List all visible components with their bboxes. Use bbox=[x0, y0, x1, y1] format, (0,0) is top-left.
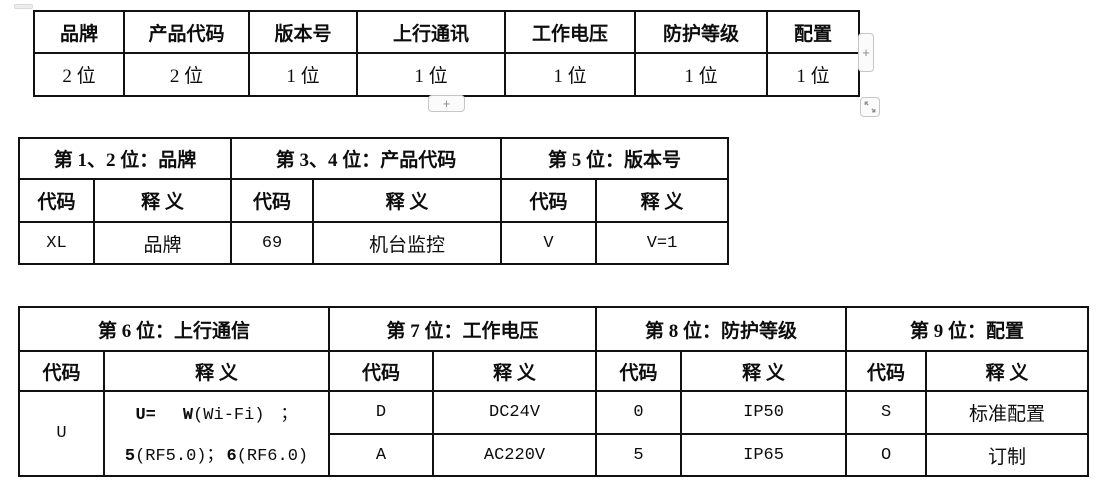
meaning-header-cell[interactable]: 释 义 bbox=[312, 178, 503, 223]
meaning-value-cell[interactable]: IP50 bbox=[680, 390, 848, 435]
meaning-value-cell[interactable]: DC24V bbox=[432, 390, 598, 435]
meaning-header-cell[interactable]: 释 义 bbox=[595, 178, 730, 223]
code-value-cell[interactable]: O bbox=[845, 433, 928, 477]
group-title-cell[interactable]: 第 9 位：配置 bbox=[845, 306, 1090, 352]
meaning-header-cell[interactable]: 释 义 bbox=[680, 350, 848, 392]
uplink-token: (Wi-Fi) bbox=[193, 405, 265, 425]
group-title-cell[interactable]: 第 6 位：上行通信 bbox=[17, 306, 331, 352]
uplink-meaning-line2: 5(RF5.0)； 6(RF6.0) bbox=[106, 434, 327, 475]
structure-value-cell[interactable]: 1 位 bbox=[504, 52, 636, 97]
group-title-cell[interactable]: 第 3、4 位：产品代码 bbox=[230, 137, 503, 180]
structure-header-cell[interactable]: 品牌 bbox=[33, 10, 125, 54]
code-value-cell[interactable]: V bbox=[500, 221, 598, 265]
positions-6-9-table: 第 6 位：上行通信 第 7 位：工作电压 第 8 位：防护等级 第 9 位：配… bbox=[17, 306, 1090, 477]
code-header-cell[interactable]: 代码 bbox=[18, 350, 105, 392]
diagonal-resize-icon bbox=[864, 101, 876, 113]
group-title-cell[interactable]: 第 8 位：防护等级 bbox=[595, 306, 848, 352]
structure-value-cell[interactable]: 1 位 bbox=[634, 52, 768, 97]
structure-value-cell[interactable]: 1 位 bbox=[248, 52, 358, 97]
meaning-header-cell[interactable]: 释 义 bbox=[432, 350, 598, 392]
uplink-code-cell[interactable]: U bbox=[18, 390, 105, 477]
uplink-meaning-line1: U= W(Wi-Fi) ； bbox=[106, 393, 327, 434]
meaning-header-cell[interactable]: 释 义 bbox=[92, 178, 233, 223]
code-value-cell[interactable]: 0 bbox=[595, 390, 683, 435]
structure-value-cell[interactable]: 2 位 bbox=[123, 52, 250, 97]
meaning-value-cell[interactable]: 订制 bbox=[925, 433, 1090, 477]
code-header-cell[interactable]: 代码 bbox=[500, 178, 598, 223]
code-value-cell[interactable]: A bbox=[328, 433, 435, 477]
code-value-cell[interactable]: 5 bbox=[595, 433, 683, 477]
uplink-token: 6 bbox=[226, 446, 237, 466]
table-resize-handle[interactable] bbox=[860, 97, 880, 117]
structure-table: 品牌 产品代码 版本号 上行通讯 工作电压 防护等级 配置 2 位 2 位 1 … bbox=[33, 10, 860, 97]
structure-header-cell[interactable]: 上行通讯 bbox=[356, 10, 506, 54]
uplink-token: 5 bbox=[124, 446, 136, 466]
meaning-value-cell[interactable]: V=1 bbox=[595, 221, 730, 265]
code-value-cell[interactable]: XL bbox=[18, 221, 95, 265]
meaning-value-cell[interactable]: AC220V bbox=[432, 433, 598, 477]
structure-header-cell[interactable]: 工作电压 bbox=[504, 10, 636, 54]
add-row-button[interactable]: + bbox=[428, 95, 465, 112]
add-column-button[interactable]: + bbox=[858, 33, 874, 72]
structure-header-cell[interactable]: 版本号 bbox=[248, 10, 358, 54]
uplink-meaning-cell[interactable]: U= W(Wi-Fi) ； 5(RF5.0)； 6(RF6.0) bbox=[102, 390, 331, 477]
meaning-value-cell[interactable]: 品牌 bbox=[92, 221, 233, 265]
structure-header-cell[interactable]: 配置 bbox=[766, 10, 860, 54]
structure-value-cell[interactable]: 1 位 bbox=[356, 52, 506, 97]
code-header-cell[interactable]: 代码 bbox=[845, 350, 928, 392]
group-title-cell[interactable]: 第 1、2 位：品牌 bbox=[17, 137, 233, 180]
uplink-token: U= bbox=[135, 405, 156, 425]
code-value-cell[interactable]: 69 bbox=[230, 221, 315, 265]
plus-icon: + bbox=[862, 45, 870, 60]
code-header-cell[interactable]: 代码 bbox=[18, 178, 95, 223]
code-value-cell[interactable]: D bbox=[328, 390, 435, 435]
code-header-cell[interactable]: 代码 bbox=[328, 350, 435, 392]
table-handle-bar[interactable] bbox=[14, 4, 33, 9]
meaning-header-cell[interactable]: 释 义 bbox=[925, 350, 1090, 392]
structure-value-cell[interactable]: 1 位 bbox=[766, 52, 860, 97]
meaning-value-cell[interactable]: 机台监控 bbox=[312, 221, 503, 265]
meaning-header-cell[interactable]: 释 义 bbox=[102, 350, 331, 392]
code-header-cell[interactable]: 代码 bbox=[595, 350, 683, 392]
structure-header-cell[interactable]: 防护等级 bbox=[634, 10, 768, 54]
uplink-token: W bbox=[182, 405, 194, 425]
group-title-cell[interactable]: 第 7 位：工作电压 bbox=[328, 306, 598, 352]
meaning-value-cell[interactable]: 标准配置 bbox=[925, 390, 1090, 435]
group-title-cell[interactable]: 第 5 位：版本号 bbox=[500, 137, 730, 180]
uplink-token: (RF6.0) bbox=[236, 446, 309, 466]
uplink-token: (RF5.0)； bbox=[135, 446, 224, 466]
structure-header-cell[interactable]: 产品代码 bbox=[123, 10, 250, 54]
meaning-value-cell[interactable]: IP65 bbox=[680, 433, 848, 477]
structure-value-cell[interactable]: 2 位 bbox=[33, 52, 125, 97]
code-value-cell[interactable]: S bbox=[845, 390, 928, 435]
code-header-cell[interactable]: 代码 bbox=[230, 178, 315, 223]
positions-1-5-table: 第 1、2 位：品牌 第 3、4 位：产品代码 第 5 位：版本号 代码 释 义… bbox=[17, 137, 730, 265]
uplink-token: ； bbox=[280, 403, 298, 423]
plus-icon: + bbox=[442, 96, 451, 111]
